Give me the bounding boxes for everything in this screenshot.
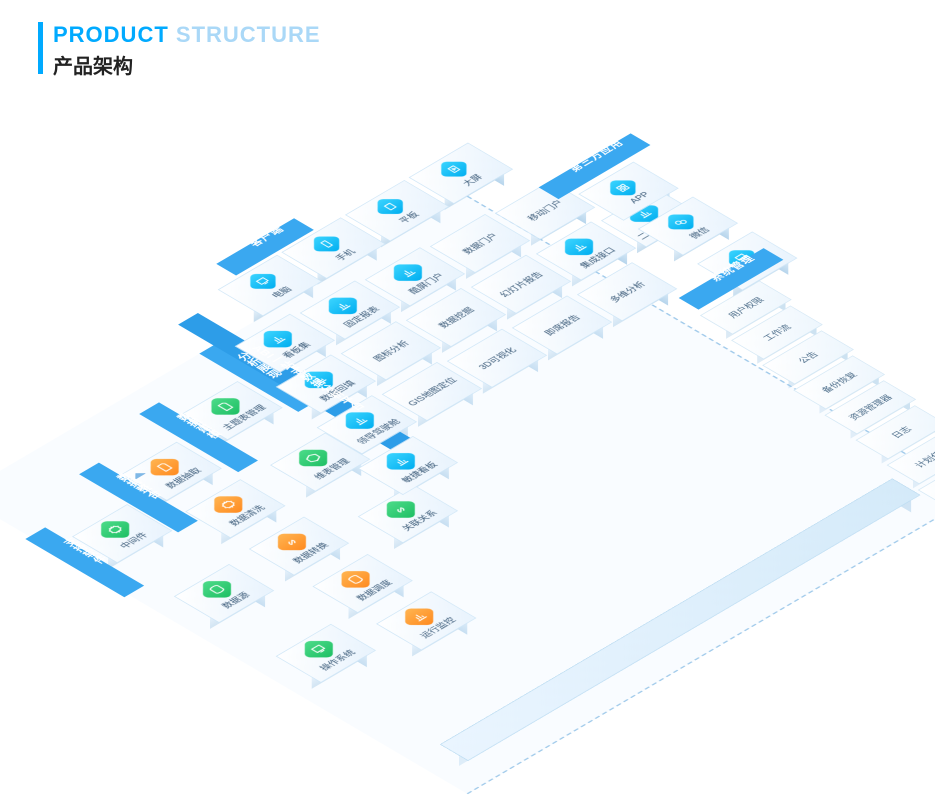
title-en: PRODUCT STRUCTURE xyxy=(53,22,321,48)
title-accent-bar xyxy=(38,22,43,74)
title-zh: 产品架构 xyxy=(53,50,321,79)
tile-label: 数据源 xyxy=(218,590,253,610)
tile-label: 图标分析 xyxy=(369,338,411,363)
title-en-product: PRODUCT xyxy=(53,22,169,47)
isometric-scene: 支持软件 中间件数据源操作系统 数据整合 数据抽取数据清洗数据转换数据调度运行监… xyxy=(0,196,935,795)
tile-label: 移动门户 xyxy=(523,198,565,223)
db-icon xyxy=(335,568,375,591)
title-en-structure: STRUCTURE xyxy=(176,22,321,47)
tile-label: 3D可视化 xyxy=(474,345,519,371)
tile-label: 中间件 xyxy=(116,530,151,550)
